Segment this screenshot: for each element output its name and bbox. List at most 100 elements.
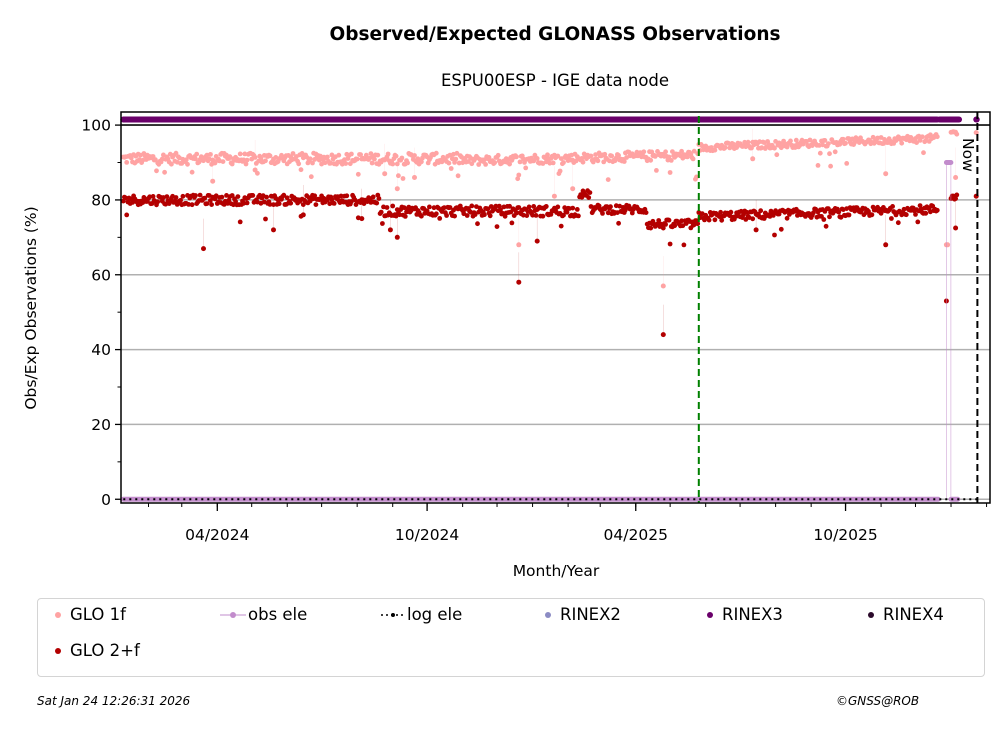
data-point: [154, 168, 159, 174]
data-point: [263, 216, 268, 222]
legend-item-rinex4: RINEX4: [865, 605, 944, 624]
data-point: [316, 157, 322, 163]
data-point: [396, 173, 401, 179]
x-tick-label: 04/2024: [185, 526, 249, 544]
data-point: [307, 156, 313, 162]
data-point: [385, 151, 391, 157]
data-point: [695, 221, 701, 227]
legend-label: obs ele: [248, 605, 308, 624]
data-point: [349, 151, 354, 157]
data-point: [822, 138, 828, 143]
data-point: [548, 212, 554, 217]
data-point: [308, 174, 314, 180]
data-point: [514, 210, 519, 216]
data-point-outlier: [750, 156, 756, 162]
data-point: [934, 207, 940, 213]
data-point-outlier: [387, 227, 393, 233]
dotted-line-icon: [381, 612, 406, 617]
data-point: [741, 212, 746, 218]
data-point: [654, 168, 659, 173]
data-point: [276, 201, 282, 207]
data-point: [649, 149, 655, 155]
data-point-outlier: [883, 171, 889, 177]
data-point: [587, 190, 593, 196]
data-point: [226, 197, 232, 203]
data-point: [267, 153, 273, 159]
data-point: [229, 161, 235, 167]
y-axis-label: Obs/Exp Observations (%): [22, 206, 40, 409]
data-point-outlier: [551, 193, 557, 199]
data-point: [495, 152, 501, 158]
data-point-outlier: [883, 242, 889, 248]
data-point: [394, 161, 400, 167]
data-point: [405, 160, 410, 166]
data-point: [827, 214, 832, 220]
data-point: [903, 212, 909, 218]
data-point: [375, 152, 381, 158]
data-point: [609, 153, 615, 159]
data-point: [202, 195, 208, 201]
data-point: [832, 149, 838, 155]
data-point: [399, 155, 405, 161]
data-point: [601, 159, 607, 165]
data-point: [464, 213, 470, 218]
data-point: [419, 213, 424, 219]
data-point: [706, 217, 712, 223]
data-point: [507, 161, 512, 167]
data-point: [344, 193, 350, 199]
legend: GLO 1f obs ele log ele RINEX2 RINEX3 RIN…: [37, 598, 985, 677]
data-point: [558, 223, 564, 229]
dot-icon: [55, 611, 61, 618]
data-point: [329, 152, 335, 158]
data-point: [449, 156, 455, 162]
data-point: [605, 177, 611, 183]
data-point: [447, 205, 453, 210]
data-point: [840, 136, 846, 142]
data-point: [402, 214, 408, 219]
data-point: [691, 148, 697, 154]
data-point: [219, 194, 225, 200]
data-point: [793, 137, 799, 143]
data-point: [827, 151, 832, 157]
data-point: [355, 171, 361, 177]
data-point: [738, 208, 744, 214]
data-point: [663, 222, 668, 227]
data-point: [540, 213, 546, 219]
data-point: [758, 208, 764, 214]
x-tick-label: 10/2025: [813, 526, 877, 544]
data-point: [296, 161, 302, 167]
data-point: [523, 165, 529, 171]
data-point: [498, 207, 503, 213]
data-point: [666, 154, 672, 160]
data-point: [515, 176, 521, 182]
data-point: [244, 157, 250, 163]
data-point: [185, 161, 190, 167]
data-point: [310, 160, 315, 166]
data-point: [843, 140, 848, 146]
y-tick-label: 100: [81, 117, 111, 135]
data-point: [370, 194, 376, 200]
data-point: [670, 149, 675, 155]
grid: [121, 124, 990, 501]
data-point: [267, 202, 273, 207]
data-point: [237, 151, 243, 157]
data-point: [244, 200, 250, 206]
legend-item-obs-ele: obs ele: [220, 605, 307, 624]
data-point: [878, 210, 884, 216]
data-point-outlier: [516, 242, 522, 248]
data-point: [870, 134, 876, 140]
data-point-outlier: [394, 186, 400, 192]
chart-subtitle: ESPU00ESP - IGE data node: [441, 71, 669, 90]
data-point: [684, 154, 690, 160]
data-point: [123, 195, 128, 201]
data-point-outlier: [570, 186, 576, 192]
y-tick-label: 60: [91, 266, 111, 284]
data-point: [722, 145, 728, 151]
data-point: [376, 196, 382, 201]
data-point: [384, 205, 390, 210]
data-point: [263, 158, 268, 164]
legend-label: RINEX2: [560, 605, 621, 624]
data-point: [509, 220, 515, 226]
data-point: [815, 163, 821, 168]
now-label: Now: [959, 138, 977, 172]
